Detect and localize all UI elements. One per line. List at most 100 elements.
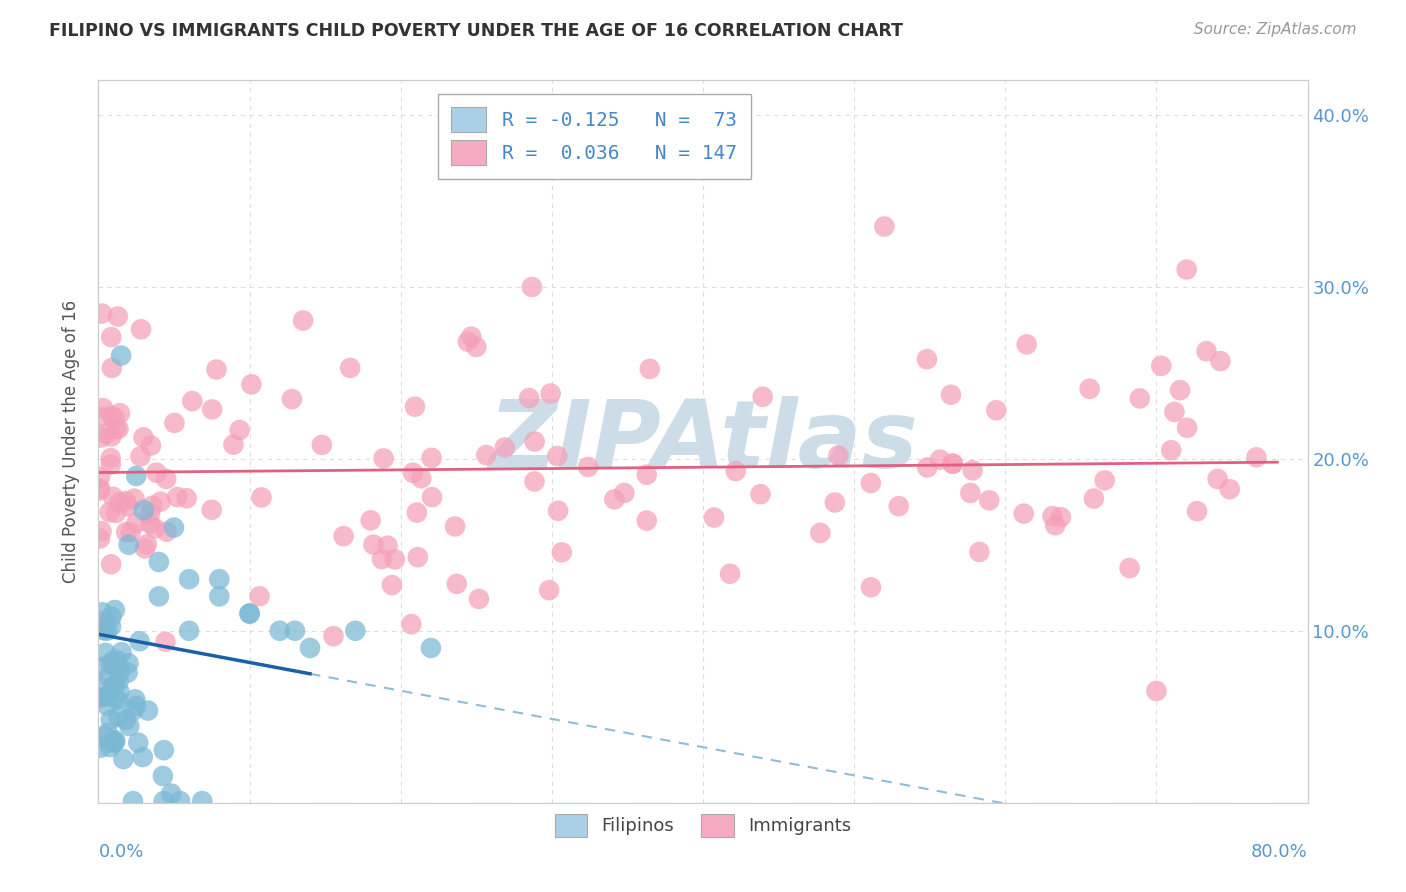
Point — [201, 502, 224, 516]
Point — [89, 483, 111, 498]
Point — [104, 660, 127, 674]
Point — [986, 403, 1008, 417]
Point — [269, 624, 291, 638]
Point — [104, 735, 127, 749]
Point — [613, 486, 636, 500]
Point — [97, 726, 120, 740]
Point — [101, 361, 124, 376]
Point — [89, 470, 111, 484]
Point — [122, 704, 145, 718]
Point — [96, 624, 118, 638]
Point — [120, 525, 142, 540]
Point — [143, 521, 166, 535]
Point — [152, 794, 174, 808]
Point — [523, 434, 546, 449]
Point — [110, 645, 132, 659]
Point — [208, 572, 231, 586]
Point — [149, 494, 172, 508]
Point — [191, 794, 214, 808]
Point — [90, 524, 112, 538]
Point — [90, 430, 112, 444]
Point — [239, 607, 262, 621]
Point — [1168, 383, 1191, 397]
Point — [1175, 262, 1198, 277]
Point — [371, 552, 394, 566]
Point — [339, 360, 361, 375]
Point — [873, 219, 896, 234]
Point — [962, 463, 984, 477]
Point — [228, 423, 250, 437]
Point — [155, 472, 177, 486]
Point — [90, 409, 112, 424]
Y-axis label: Child Poverty Under the Age of 16: Child Poverty Under the Age of 16 — [62, 300, 80, 583]
Point — [105, 692, 128, 706]
Point — [494, 441, 516, 455]
Point — [446, 577, 468, 591]
Point — [100, 558, 122, 572]
Point — [1246, 450, 1268, 465]
Point — [1015, 337, 1038, 351]
Point — [122, 794, 145, 808]
Point — [100, 713, 122, 727]
Point — [405, 506, 427, 520]
Point — [155, 635, 177, 649]
Point — [112, 752, 135, 766]
Point — [97, 670, 120, 684]
Point — [153, 743, 176, 757]
Point — [181, 394, 204, 409]
Point — [420, 640, 443, 655]
Point — [444, 519, 467, 533]
Point — [89, 532, 111, 546]
Point — [1094, 473, 1116, 487]
Point — [373, 451, 395, 466]
Point — [344, 624, 367, 638]
Point — [105, 660, 128, 674]
Point — [465, 340, 488, 354]
Point — [115, 524, 138, 539]
Point — [205, 362, 228, 376]
Point — [163, 520, 186, 534]
Point — [155, 524, 177, 539]
Point — [377, 539, 399, 553]
Point — [107, 709, 129, 723]
Point — [129, 322, 152, 336]
Point — [148, 555, 170, 569]
Point — [148, 590, 170, 604]
Point — [100, 409, 122, 423]
Point — [108, 665, 131, 679]
Point — [703, 510, 725, 524]
Point — [91, 401, 114, 416]
Point — [638, 362, 661, 376]
Point — [124, 491, 146, 506]
Point — [250, 491, 273, 505]
Point — [108, 406, 131, 420]
Point — [108, 684, 131, 698]
Point — [240, 377, 263, 392]
Point — [104, 603, 127, 617]
Point — [1042, 509, 1064, 524]
Point — [939, 388, 962, 402]
Point — [169, 794, 191, 808]
Point — [105, 422, 128, 436]
Point — [208, 590, 231, 604]
Point — [132, 503, 155, 517]
Point — [201, 402, 224, 417]
Point — [163, 416, 186, 430]
Point — [1144, 684, 1167, 698]
Point — [381, 578, 404, 592]
Point — [420, 450, 443, 465]
Point — [401, 617, 423, 632]
Point — [1078, 382, 1101, 396]
Point — [94, 730, 117, 744]
Point — [942, 457, 965, 471]
Point — [110, 349, 132, 363]
Point — [1129, 392, 1152, 406]
Point — [139, 516, 162, 531]
Point — [1045, 518, 1067, 533]
Text: FILIPINO VS IMMIGRANTS CHILD POVERTY UNDER THE AGE OF 16 CORRELATION CHART: FILIPINO VS IMMIGRANTS CHILD POVERTY UND… — [49, 22, 903, 40]
Text: Source: ZipAtlas.com: Source: ZipAtlas.com — [1194, 22, 1357, 37]
Point — [107, 422, 129, 436]
Point — [402, 466, 425, 480]
Point — [551, 545, 574, 559]
Point — [90, 660, 112, 674]
